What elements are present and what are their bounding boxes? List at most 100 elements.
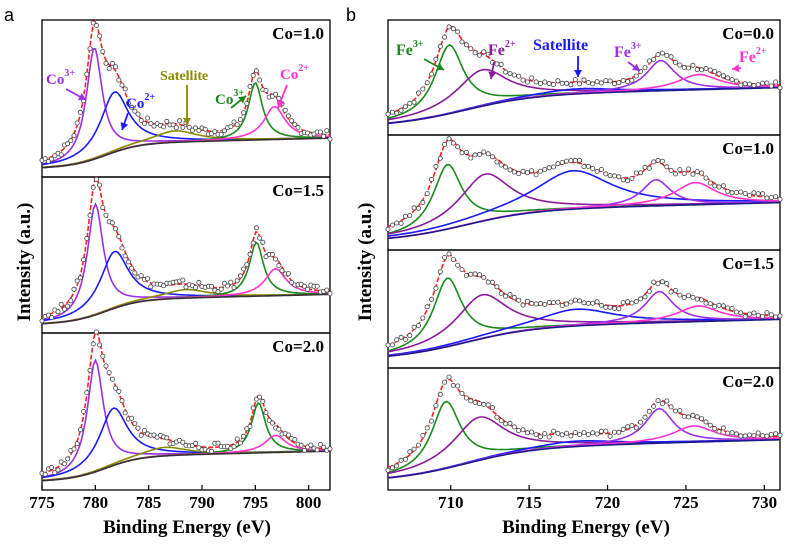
- panel-a-subplot-0-data-point: [84, 71, 90, 77]
- panel-a-subplot-0-data-point: [65, 141, 71, 147]
- panel-b-subplot-0-data-point: [594, 79, 600, 85]
- panel-b-subplot-2-data-point: [712, 303, 718, 309]
- panel-b-subplot-2-data-point: [686, 293, 692, 299]
- panel-b-subplot-frame-3: [387, 367, 781, 491]
- panel-b-subplot-3-data-point: [625, 424, 631, 430]
- panel-b-subplot-3-data-point: [751, 433, 757, 439]
- panel-b-subplot-3-data-point: [450, 382, 456, 388]
- panel-a-subplot-0-data-point: [180, 124, 186, 130]
- panel-b-subplot-3-data-point: [659, 401, 665, 407]
- panel-a-subplot-0-data-point: [282, 107, 288, 113]
- panel-b-subplot-3-data-point: [424, 425, 430, 431]
- panel-b-x-tick-label: 730: [752, 493, 778, 512]
- panel-b-subplot-2-data-point: [707, 301, 713, 307]
- panel-b-subplot-2-data-point: [472, 271, 478, 277]
- panel-b-subplot-2-data-point: [773, 314, 779, 320]
- panel-b-subplot-0-data-point: [707, 67, 713, 73]
- panel-b-subplot-2-data-point: [777, 313, 783, 319]
- panel-a-subplot-2-data-point: [61, 461, 67, 467]
- panel-b-subplot-1-data-point: [668, 167, 674, 173]
- panel-a-subplot-1-data-point: [285, 271, 291, 277]
- panel-b-subplot-3-data-point: [463, 395, 469, 401]
- panel-b-subplot-2-envelope: [387, 254, 781, 347]
- panel-a-subplot-2-data-point: [269, 420, 275, 426]
- panel-b-subplot-2-data-point: [450, 256, 456, 262]
- panel-a-subplot-2-data-point: [103, 363, 109, 369]
- panel-b-subplot-2-data-point: [546, 299, 552, 305]
- panel-b-subplot-3-data-point: [646, 408, 652, 414]
- panel-b-subplot-1-data-point: [638, 170, 644, 176]
- panel-a-subplot-0-data-point: [193, 125, 199, 131]
- panel-a-subplot-0-data-point: [234, 122, 240, 128]
- panel-b-subplot-1-data-point: [424, 191, 430, 197]
- panel-a-subplot-2-data-point: [292, 436, 298, 442]
- panel-b-subplot-2-peak-4: [387, 305, 780, 357]
- panel-a-subplot-0-data-point: [170, 122, 176, 128]
- panel-a-subplot-1-data-point: [39, 318, 45, 324]
- panel-b-subplot-3-data-point: [572, 430, 578, 436]
- panel-label-b: b: [346, 5, 356, 25]
- panel-b-subplot-2-data-point: [542, 301, 548, 307]
- panel-a-subplot-2-data-point: [138, 432, 144, 438]
- panel-b-subplot-0-data-point: [407, 100, 413, 106]
- panel-b-subplot-2-data-point: [564, 301, 570, 307]
- panel-a-subplot-1-data-point: [327, 290, 333, 296]
- panel-a-subplot-1-data-point: [109, 220, 115, 226]
- panel-b-subplot-2-data-point: [537, 300, 543, 306]
- panel-b-annotation-0: Fe3+: [396, 39, 424, 59]
- panel-a-subplot-1-data-point: [196, 279, 202, 285]
- panel-b-subplot-3-data-point: [725, 430, 731, 436]
- panel-a-subplot-2-data-point: [241, 433, 247, 439]
- panel-b-subplot-1-data-point: [551, 164, 557, 170]
- panel-b-subplot-2-data-point: [407, 332, 413, 338]
- panel-b-subplot-3-data-point: [433, 403, 439, 409]
- panel-a-annotation-0: Co3+: [46, 68, 75, 88]
- panel-b-subplot-3-data-point: [699, 416, 705, 422]
- panel-a-subplot-1-data-point: [45, 312, 51, 318]
- panel-b-subplot-3-data-point: [720, 425, 726, 431]
- panel-b-subplot-1-data-point: [407, 213, 413, 219]
- panel-a-x-tick-label: 780: [83, 493, 109, 512]
- panel-a-subplot-2-data-point: [116, 388, 122, 394]
- panel-b-x-axis-label: Binding Energy (eV): [502, 517, 670, 538]
- panel-label-a: a: [4, 5, 15, 25]
- panel-b-subplot-1-data-point: [659, 158, 665, 164]
- panel-b-subplot-0-data-point: [415, 90, 421, 96]
- panel-b-subplot-0-data-point: [450, 26, 456, 32]
- panel-b-subplot-2-data-point: [755, 312, 761, 318]
- panel-b-annotation-arrowhead-0: [435, 63, 444, 71]
- panel-b-subplot-2-data-point: [481, 274, 487, 280]
- panel-b-subplot-2-data-point: [768, 312, 774, 318]
- panel-b-subplot-1-data-point: [777, 196, 783, 202]
- panel-b-subplot-1-data-point: [442, 141, 448, 147]
- panel-a-subplot-0-data-point: [295, 124, 301, 130]
- panel-a-subplot-1-data-point: [273, 256, 279, 262]
- panel-a-chart: Co=1.0 Co=1.5 Co=2.0 775 780 785 790 795 800 Bi…: [14, 19, 333, 538]
- panel-b-subplot-0-data-point: [712, 69, 718, 75]
- panel-b-subplot-2-data-point: [594, 299, 600, 305]
- panel-a-subplot-1-data-point: [145, 276, 151, 282]
- panel-b-subplot-3-data-point: [542, 431, 548, 437]
- panel-a-annotation-1: Co2+: [126, 92, 155, 112]
- panel-b-subplot-1-data-point: [607, 173, 613, 179]
- panel-a-subplot-2-data-point: [129, 415, 135, 421]
- panel-a-subplot-0-data-point: [253, 68, 259, 74]
- panel-b-subplot-0-data-point: [551, 82, 557, 88]
- panel-a-subplot-0-data-point: [119, 82, 125, 88]
- panel-b-subplot-2-data-point: [577, 298, 583, 304]
- panel-b-subplot-2-data-point: [681, 294, 687, 300]
- panel-b-subplot-3-data-point: [568, 433, 574, 439]
- panel-b-subplot-2-data-point: [433, 285, 439, 291]
- panel-a-subplot-0-data-point: [186, 124, 192, 130]
- panel-a-subplot-0-data-point: [164, 118, 170, 124]
- panel-b-subplot-2-data-point: [646, 288, 652, 294]
- panel-b-subplot-1-data-point: [625, 178, 631, 184]
- panel-a-subplot-1-data-point: [49, 314, 55, 320]
- panel-b-subplot-1-data-point: [633, 170, 639, 176]
- panel-a-subplot-2-data-point: [119, 398, 125, 404]
- panel-a-subplot-2-data-point: [84, 390, 90, 396]
- panel-b-subplot-1-data-point: [520, 168, 526, 174]
- panel-b-subplot-3-data-point: [537, 434, 543, 440]
- panel-a-subplot-0-data-point: [273, 91, 279, 97]
- panel-b-subplot-1-peak-2: [387, 169, 780, 237]
